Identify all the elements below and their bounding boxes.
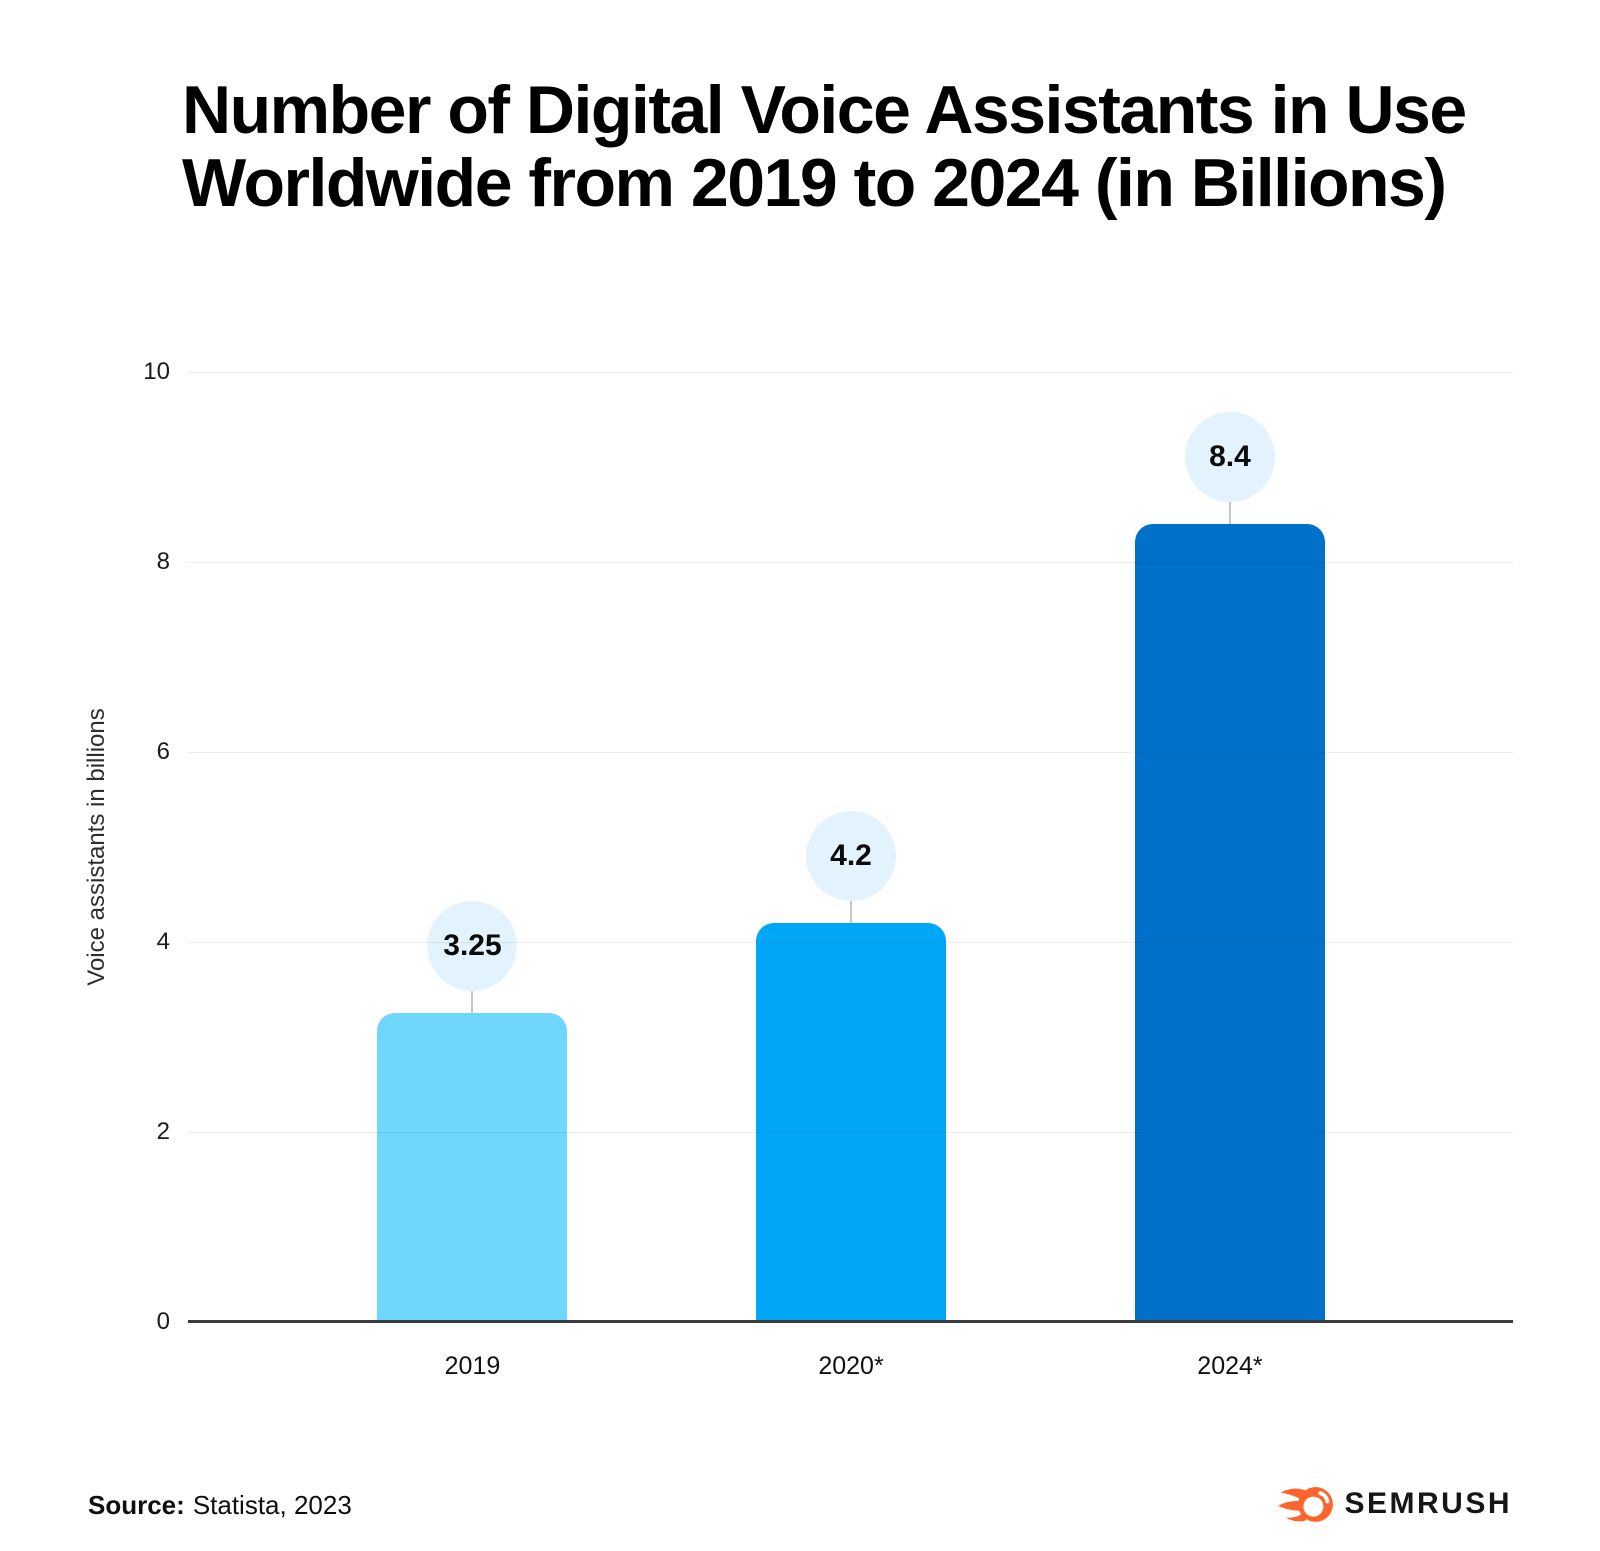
value-bubble-2024: 8.4: [1184, 412, 1275, 502]
y-tick-label-6: 6: [156, 738, 170, 765]
bubble-connector-2020: [850, 899, 853, 923]
y-tick-label-10: 10: [143, 358, 170, 385]
bar-2019: [377, 1013, 568, 1322]
y-axis-title: Voice assistants in billions: [83, 708, 110, 986]
source-text: Statista, 2023: [192, 1490, 352, 1520]
x-tick-label-2020: 2020*: [818, 1352, 884, 1380]
gridline-8: [188, 561, 1513, 563]
semrush-logo: SEMRUSH: [1278, 1484, 1512, 1524]
bubble-connector-2019: [471, 989, 474, 1014]
chart-title-line-2: Worldwide from 2019 to 2024 (in Billions…: [182, 145, 1447, 221]
bar-2024: [1134, 524, 1325, 1322]
value-bubble-2020: 4.2: [806, 811, 897, 901]
chart-title: Number of Digital Voice Assistants in Us…: [182, 72, 1467, 221]
value-bubble-2019: 3.25: [427, 901, 518, 992]
semrush-wordmark: SEMRUSH: [1344, 1487, 1512, 1520]
x-axis-line: [188, 1320, 1513, 1323]
y-tick-label-0: 0: [156, 1308, 170, 1335]
y-tick-label-2: 2: [156, 1118, 170, 1145]
gridline-2: [188, 1131, 1513, 1133]
source-label: Source:: [88, 1490, 185, 1520]
bubble-connector-2024: [1228, 500, 1231, 524]
y-tick-label-8: 8: [156, 548, 170, 575]
y-tick-label-4: 4: [156, 928, 170, 955]
gridline-4: [188, 941, 1513, 943]
gridline-10: [188, 371, 1513, 373]
chart-title-line-1: Number of Digital Voice Assistants in Us…: [182, 72, 1467, 148]
gridline-6: [188, 751, 1513, 753]
plot-area: 0 2 4 6 8 10 3.25 2019 4.2 2020* 8.4 2024*: [143, 360, 1513, 1380]
bar-2020: [756, 923, 947, 1322]
semrush-flame-icon: [1278, 1487, 1334, 1522]
x-tick-label-2019: 2019: [444, 1352, 501, 1380]
x-tick-label-2024: 2024*: [1197, 1352, 1263, 1380]
source-note: Source: Statista, 2023: [88, 1490, 352, 1521]
